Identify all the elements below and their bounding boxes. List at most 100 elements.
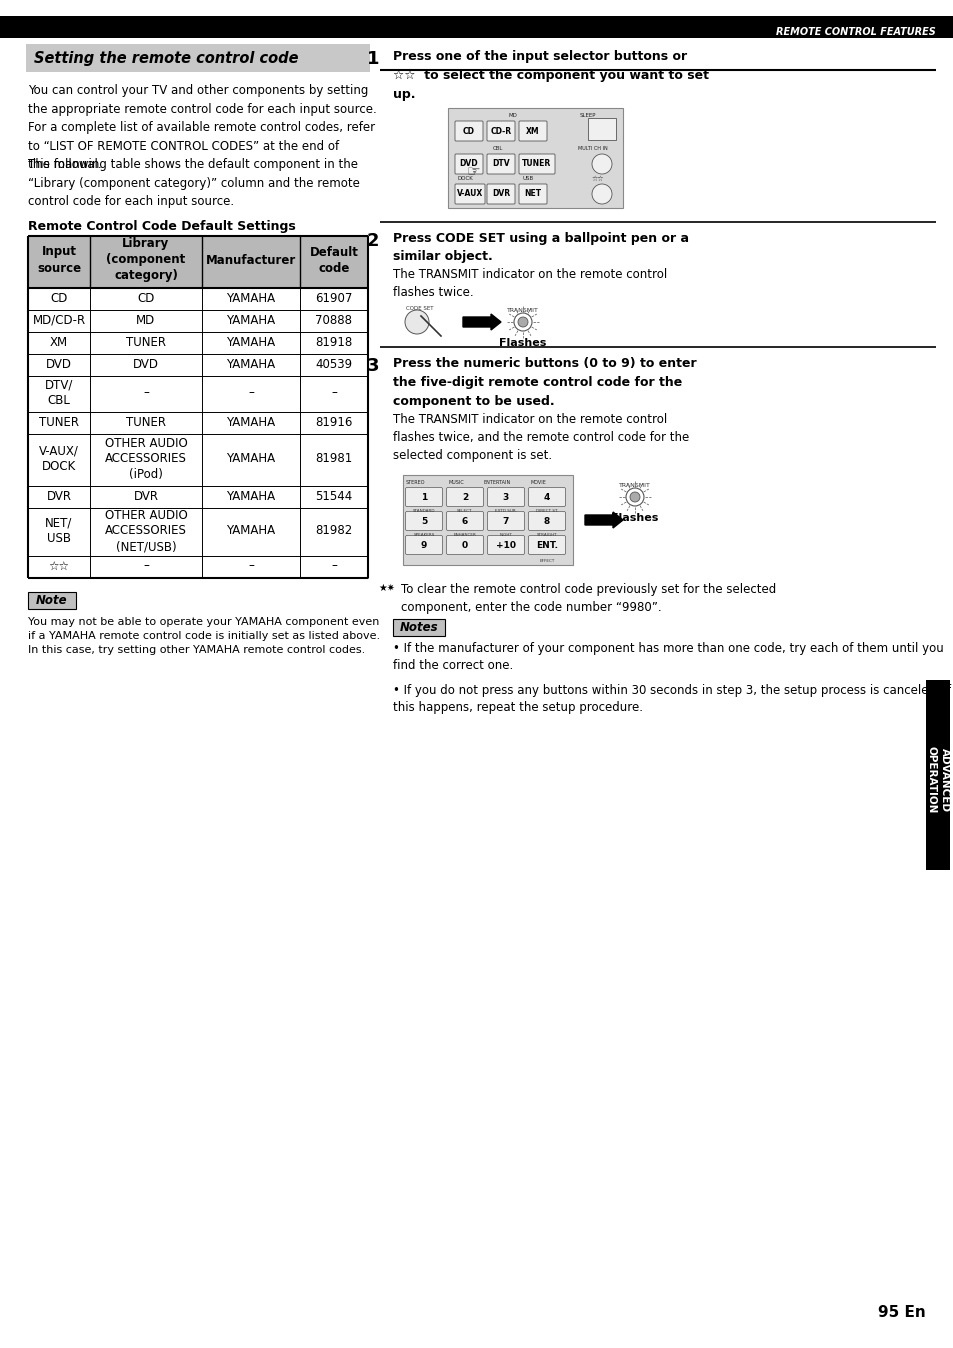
Bar	[28, 592, 76, 609]
Text: 81982: 81982	[315, 524, 353, 538]
FancyBboxPatch shape	[486, 154, 515, 174]
Text: ☆☆: ☆☆	[49, 559, 70, 573]
Text: 1: 1	[366, 50, 378, 67]
Text: YAMAHA: YAMAHA	[226, 489, 275, 503]
Text: 70888: 70888	[315, 314, 352, 326]
Text: Library
(component
category): Library (component category)	[107, 237, 186, 283]
Text: TRANSMIT: TRANSMIT	[507, 307, 538, 313]
Text: SLEEP: SLEEP	[579, 113, 596, 119]
Bar	[393, 619, 444, 636]
Text: MUSIC: MUSIC	[448, 480, 463, 485]
FancyArrow shape	[462, 314, 500, 330]
FancyBboxPatch shape	[518, 121, 546, 142]
Text: Notes: Notes	[399, 621, 437, 634]
Text: –: –	[248, 387, 253, 399]
Text: CD: CD	[137, 291, 154, 305]
Text: Flashes: Flashes	[498, 338, 546, 348]
Text: YAMAHA: YAMAHA	[226, 291, 275, 305]
Text: DVR: DVR	[133, 489, 158, 503]
Text: You can control your TV and other components by setting
the appropriate remote c: You can control your TV and other compon…	[28, 84, 376, 171]
Text: MD: MD	[508, 113, 517, 119]
Text: TUNER: TUNER	[39, 415, 79, 429]
FancyBboxPatch shape	[455, 154, 482, 174]
Text: DVD: DVD	[459, 159, 477, 168]
Text: 81916: 81916	[315, 415, 353, 429]
Text: XM: XM	[526, 127, 539, 136]
Text: MD/CD-R: MD/CD-R	[32, 314, 86, 326]
Text: DTV: DTV	[492, 159, 509, 168]
Text: 40539: 40539	[315, 357, 353, 371]
Text: TRANSMIT: TRANSMIT	[618, 483, 650, 488]
Bar	[925, 679, 949, 869]
FancyBboxPatch shape	[446, 511, 483, 531]
Text: 0: 0	[461, 542, 468, 550]
Text: –: –	[331, 387, 336, 399]
Text: Flashes: Flashes	[611, 514, 658, 523]
Text: • If the manufacturer of your component has more than one code, try each of them: • If the manufacturer of your component …	[393, 642, 943, 673]
FancyBboxPatch shape	[487, 535, 524, 554]
Text: The TRANSMIT indicator on the remote control
flashes twice, and the remote contr: The TRANSMIT indicator on the remote con…	[393, 412, 688, 462]
Text: 51544: 51544	[315, 489, 353, 503]
FancyBboxPatch shape	[486, 121, 515, 142]
Text: EXTD SUR.: EXTD SUR.	[495, 510, 517, 514]
Text: 2: 2	[461, 493, 468, 503]
Text: 81918: 81918	[315, 336, 353, 349]
Bar	[0, 16, 953, 38]
Text: Input
source: Input source	[37, 245, 81, 275]
Text: ☆☆: ☆☆	[591, 177, 603, 182]
Text: –: –	[248, 559, 253, 573]
FancyBboxPatch shape	[405, 535, 442, 554]
Text: TUNER: TUNER	[522, 159, 551, 168]
Text: OTHER AUDIO
ACCESSORIES
(NET/USB): OTHER AUDIO ACCESSORIES (NET/USB)	[105, 510, 187, 553]
Circle shape	[629, 492, 639, 501]
Text: Press CODE SET using a ballpoint pen or a
similar object.: Press CODE SET using a ballpoint pen or …	[393, 232, 688, 263]
Text: NET: NET	[524, 190, 541, 198]
Circle shape	[405, 310, 429, 334]
Text: 5: 5	[420, 518, 427, 527]
Bar	[402, 474, 573, 565]
Text: DOCK: DOCK	[457, 177, 474, 181]
Text: Note: Note	[36, 594, 68, 607]
FancyBboxPatch shape	[486, 183, 515, 204]
FancyBboxPatch shape	[528, 511, 565, 531]
Circle shape	[592, 154, 612, 174]
Text: NET/
USB: NET/ USB	[45, 516, 72, 545]
Text: CBL: CBL	[493, 146, 502, 151]
Bar	[28, 236, 368, 288]
Text: DVR: DVR	[47, 489, 71, 503]
Text: REMOTE CONTROL FEATURES: REMOTE CONTROL FEATURES	[776, 27, 935, 36]
Text: The TRANSMIT indicator on the remote control
flashes twice.: The TRANSMIT indicator on the remote con…	[393, 268, 666, 299]
FancyBboxPatch shape	[528, 488, 565, 507]
Text: Press one of the input selector buttons or
☆☆  to select the component you want : Press one of the input selector buttons …	[393, 50, 708, 101]
Text: YAMAHA: YAMAHA	[226, 357, 275, 371]
Text: XM: XM	[50, 336, 68, 349]
FancyBboxPatch shape	[487, 488, 524, 507]
Text: You may not be able to operate your YAMAHA component even
if a YAMAHA remote con: You may not be able to operate your YAMA…	[28, 617, 379, 655]
Text: STEREO: STEREO	[405, 480, 424, 485]
Text: DIRECT ST.: DIRECT ST.	[536, 510, 558, 514]
FancyBboxPatch shape	[405, 488, 442, 507]
Text: YAMAHA: YAMAHA	[226, 314, 275, 326]
Text: –: –	[331, 559, 336, 573]
Text: 3: 3	[366, 357, 378, 375]
Text: DVD: DVD	[132, 357, 159, 371]
Text: ENT.: ENT.	[536, 542, 558, 550]
FancyBboxPatch shape	[528, 535, 565, 554]
Text: Remote Control Code Default Settings: Remote Control Code Default Settings	[28, 220, 295, 233]
Circle shape	[514, 313, 532, 332]
Text: MOVIE: MOVIE	[530, 480, 545, 485]
Text: The following table shows the default component in the
“Library (component categ: The following table shows the default co…	[28, 158, 359, 208]
Text: 2: 2	[366, 232, 378, 249]
Text: DTV/
CBL: DTV/ CBL	[45, 379, 73, 407]
FancyArrow shape	[584, 512, 622, 528]
Text: TUNER: TUNER	[126, 336, 166, 349]
FancyBboxPatch shape	[455, 183, 484, 204]
Text: 3: 3	[502, 493, 509, 503]
Text: ADVANCED
OPERATION: ADVANCED OPERATION	[925, 747, 948, 814]
Text: 8: 8	[543, 518, 550, 527]
Text: 1: 1	[420, 493, 427, 503]
Text: –: –	[143, 387, 149, 399]
Text: 6: 6	[461, 518, 468, 527]
Text: MULTI CH IN: MULTI CH IN	[578, 146, 607, 151]
Text: CD: CD	[462, 127, 475, 136]
